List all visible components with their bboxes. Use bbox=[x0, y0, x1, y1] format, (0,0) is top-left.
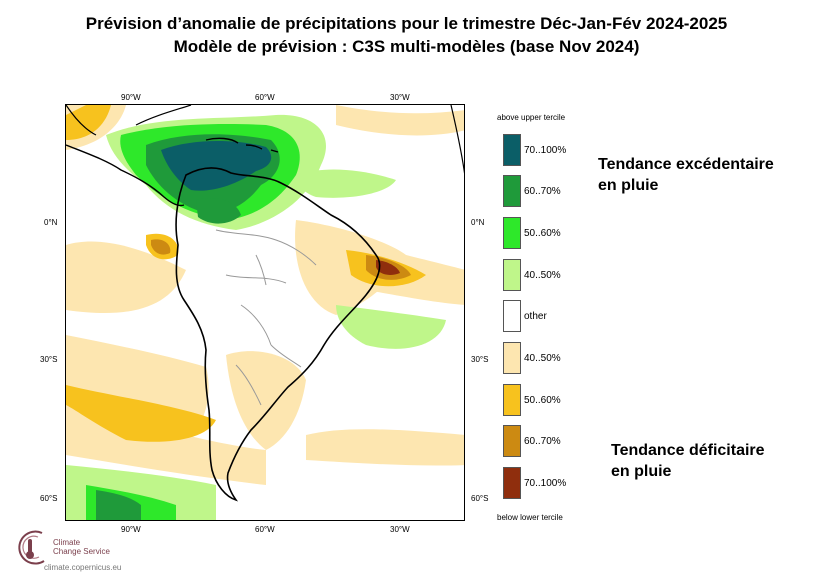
dry-annotation-line1: Tendance déficitaire bbox=[611, 442, 765, 459]
wet-zone-light bbox=[296, 169, 396, 198]
legend-swatch-wet-medium bbox=[503, 217, 521, 249]
wet-annotation-line1: Tendance excédentaire bbox=[598, 156, 774, 173]
legend-label: 60..70% bbox=[524, 436, 561, 447]
legend-swatch-dry-very-strong bbox=[503, 467, 521, 499]
africa-coastline bbox=[450, 105, 464, 174]
dry-zone-strong bbox=[151, 239, 171, 255]
lat-tick-right: 0°N bbox=[471, 218, 485, 227]
lat-tick-right: 30°S bbox=[471, 355, 489, 364]
map-subtitle: Modèle de prévision : C3S multi-modèles … bbox=[173, 37, 640, 56]
wet-annotation-line2: en pluie bbox=[598, 177, 659, 194]
legend-label: other bbox=[524, 311, 547, 322]
legend-header-bottom: below lower tercile bbox=[497, 513, 563, 522]
wet-zone-very-high bbox=[161, 141, 272, 191]
dry-tendency-annotation: Tendance déficitaire en pluie bbox=[611, 440, 765, 482]
dry-zone-light bbox=[336, 105, 464, 136]
lat-tick-left: 0°N bbox=[44, 218, 58, 227]
legend-label: 70..100% bbox=[524, 478, 567, 489]
legend-swatch-wet-very-high bbox=[503, 134, 521, 166]
legend-label: 50..60% bbox=[524, 228, 561, 239]
logo-url: climate.copernicus.eu bbox=[44, 563, 122, 572]
legend-label: 70..100% bbox=[524, 145, 567, 156]
thermometer-circle-logo-icon bbox=[18, 530, 45, 565]
dry-annotation-line2: en pluie bbox=[611, 463, 672, 480]
legend-swatch-wet-high bbox=[503, 175, 521, 207]
dry-zone-very-strong bbox=[376, 260, 400, 275]
wet-zone-light bbox=[336, 305, 446, 349]
dry-zone-light bbox=[306, 429, 464, 466]
lat-tick-left: 60°S bbox=[40, 494, 58, 503]
legend-swatch-other bbox=[503, 300, 521, 332]
lon-tick-bottom: 60°W bbox=[255, 525, 275, 534]
dry-zone-moderate bbox=[66, 105, 111, 140]
precipitation-anomaly-map bbox=[65, 104, 465, 521]
legend-label: 50..60% bbox=[524, 395, 561, 406]
legend-swatch-dry-light bbox=[503, 342, 521, 374]
map-title: Prévision d’anomalie de précipitations p… bbox=[85, 14, 728, 33]
dry-zone-light bbox=[226, 351, 306, 450]
south-america-coastline bbox=[175, 167, 381, 502]
logo-line1: Climate bbox=[53, 538, 81, 547]
lon-tick-bottom: 90°W bbox=[121, 525, 141, 534]
dry-zone-light bbox=[66, 241, 186, 314]
wet-zone-high bbox=[96, 490, 141, 520]
wet-tendency-annotation: Tendance excédentaire en pluie bbox=[598, 154, 774, 196]
central-america-coastline bbox=[66, 144, 185, 207]
wet-zone-high bbox=[196, 198, 241, 224]
lon-tick-bottom: 30°W bbox=[390, 525, 410, 534]
lat-tick-right: 60°S bbox=[471, 494, 489, 503]
lon-tick-top: 60°W bbox=[255, 93, 275, 102]
legend-swatch-dry-strong bbox=[503, 425, 521, 457]
country-borders bbox=[215, 229, 317, 406]
dry-zone-moderate bbox=[66, 385, 216, 442]
legend-swatch-wet-light bbox=[503, 259, 521, 291]
lon-tick-top: 90°W bbox=[121, 93, 141, 102]
north-america-coastline bbox=[66, 105, 192, 136]
legend-swatch-dry-moderate bbox=[503, 384, 521, 416]
logo-line2: Change Service bbox=[53, 547, 110, 556]
lat-tick-left: 30°S bbox=[40, 355, 58, 364]
lon-tick-top: 30°W bbox=[390, 93, 410, 102]
legend-header-top: above upper tercile bbox=[497, 113, 566, 122]
legend-label: 40..50% bbox=[524, 353, 561, 364]
caribbean-islands bbox=[205, 137, 279, 153]
legend-label: 60..70% bbox=[524, 186, 561, 197]
legend-label: 40..50% bbox=[524, 270, 561, 281]
copernicus-logo: Climate Change Service climate.copernicu… bbox=[12, 527, 212, 577]
